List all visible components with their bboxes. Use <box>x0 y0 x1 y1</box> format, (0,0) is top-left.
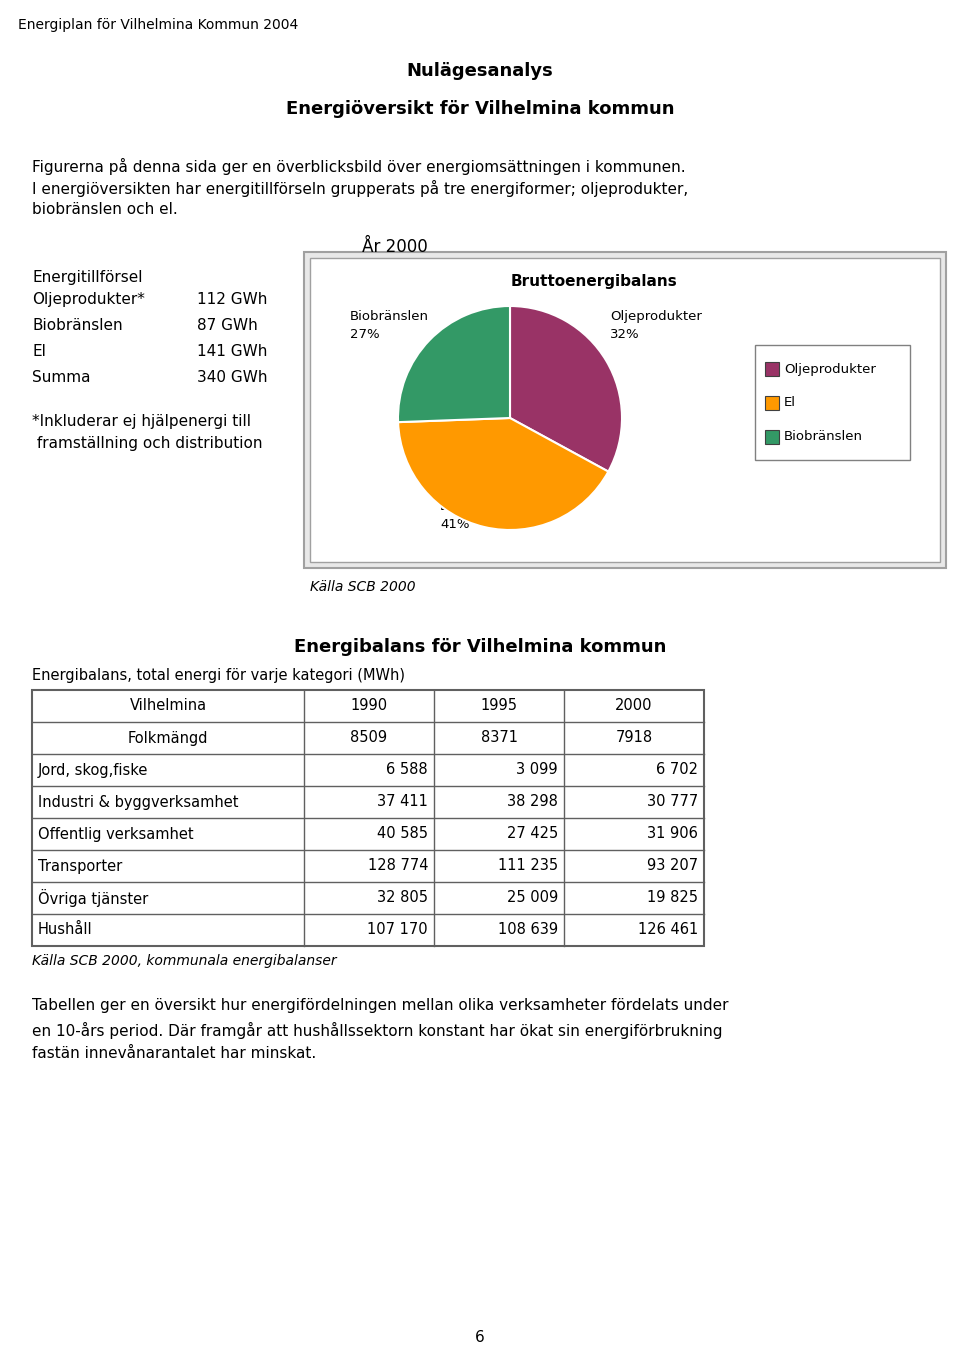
Text: Tabellen ger en översikt hur energifördelningen mellan olika verksamheter fördel: Tabellen ger en översikt hur energiförde… <box>32 998 729 1013</box>
Text: 141 GWh: 141 GWh <box>197 343 268 360</box>
Bar <box>755 345 910 460</box>
Text: 31 906: 31 906 <box>647 826 698 841</box>
Bar <box>32 690 704 946</box>
Text: 340 GWh: 340 GWh <box>197 370 268 385</box>
Text: Biobränslen: Biobränslen <box>784 430 863 443</box>
Text: 6: 6 <box>475 1330 485 1345</box>
Text: 27%: 27% <box>350 329 379 341</box>
Text: I energiöversikten har energitillförseln grupperats på tre energiformer; oljepro: I energiöversikten har energitillförseln… <box>32 180 688 197</box>
Text: Övriga tjänster: Övriga tjänster <box>38 890 148 907</box>
Text: 2000: 2000 <box>615 699 653 714</box>
Bar <box>765 362 779 376</box>
Text: 128 774: 128 774 <box>368 859 428 873</box>
Text: Industri & byggverksamhet: Industri & byggverksamhet <box>38 795 238 810</box>
Text: Jord, skog,fiske: Jord, skog,fiske <box>38 763 149 777</box>
Text: Energibalans för Vilhelmina kommun: Energibalans för Vilhelmina kommun <box>294 638 666 656</box>
Text: 126 461: 126 461 <box>637 922 698 937</box>
Text: 111 235: 111 235 <box>498 859 558 873</box>
Text: 1990: 1990 <box>350 699 388 714</box>
Text: År 2000: År 2000 <box>362 238 428 256</box>
Text: 108 639: 108 639 <box>498 922 558 937</box>
Text: 6 588: 6 588 <box>386 763 428 777</box>
Text: 8371: 8371 <box>481 730 517 745</box>
Text: El: El <box>32 343 46 360</box>
Text: Nulägesanalys: Nulägesanalys <box>407 62 553 80</box>
Text: 25 009: 25 009 <box>507 891 558 906</box>
Wedge shape <box>510 306 622 472</box>
Text: Vilhelmina: Vilhelmina <box>130 699 206 714</box>
Text: Transporter: Transporter <box>38 859 122 873</box>
Text: Energibalans, total energi för varje kategori (MWh): Energibalans, total energi för varje kat… <box>32 668 405 683</box>
Text: 40 585: 40 585 <box>377 826 428 841</box>
Text: en 10-års period. Där framgår att hushållssektorn konstant har ökat sin energifö: en 10-års period. Där framgår att hushål… <box>32 1022 723 1040</box>
Text: 8509: 8509 <box>350 730 388 745</box>
Bar <box>765 396 779 410</box>
Text: El: El <box>440 500 452 512</box>
Text: 112 GWh: 112 GWh <box>197 292 268 307</box>
Text: 32 805: 32 805 <box>377 891 428 906</box>
Text: 3 099: 3 099 <box>516 763 558 777</box>
Text: 37 411: 37 411 <box>377 795 428 810</box>
Text: Energiöversikt för Vilhelmina kommun: Energiöversikt för Vilhelmina kommun <box>286 100 674 118</box>
Wedge shape <box>398 306 510 422</box>
Text: Biobränslen: Biobränslen <box>350 310 429 323</box>
Text: 7918: 7918 <box>615 730 653 745</box>
Text: 41%: 41% <box>440 518 469 531</box>
Text: framställning och distribution: framställning och distribution <box>32 435 262 452</box>
Text: Energiplan för Vilhelmina Kommun 2004: Energiplan för Vilhelmina Kommun 2004 <box>18 18 299 32</box>
Wedge shape <box>398 418 609 530</box>
Text: Biobränslen: Biobränslen <box>32 318 123 333</box>
Text: Bruttoenergibalans: Bruttoenergibalans <box>510 274 677 289</box>
Text: 38 298: 38 298 <box>507 795 558 810</box>
Text: 93 207: 93 207 <box>647 859 698 873</box>
Text: Summa: Summa <box>32 370 90 385</box>
Bar <box>304 251 946 568</box>
Text: 30 777: 30 777 <box>647 795 698 810</box>
Text: Källa SCB 2000, kommunala energibalanser: Källa SCB 2000, kommunala energibalanser <box>32 955 337 968</box>
Text: Offentlig verksamhet: Offentlig verksamhet <box>38 826 194 841</box>
Text: 87 GWh: 87 GWh <box>197 318 257 333</box>
Text: Oljeprodukter: Oljeprodukter <box>784 362 876 376</box>
Bar <box>765 430 779 443</box>
Text: Källa SCB 2000: Källa SCB 2000 <box>310 580 416 594</box>
Text: El: El <box>784 396 796 410</box>
Text: Oljeprodukter*: Oljeprodukter* <box>32 292 145 307</box>
Text: Hushåll: Hushåll <box>38 922 92 937</box>
Text: fastän innevånarantalet har minskat.: fastän innevånarantalet har minskat. <box>32 1046 316 1061</box>
Text: *Inkluderar ej hjälpenergi till: *Inkluderar ej hjälpenergi till <box>32 414 251 429</box>
Text: 27 425: 27 425 <box>507 826 558 841</box>
Text: Folkmängd: Folkmängd <box>128 730 208 745</box>
Bar <box>310 258 940 562</box>
Text: Figurerna på denna sida ger en överblicksbild över energiomsättningen i kommunen: Figurerna på denna sida ger en överblick… <box>32 158 685 174</box>
Text: biobränslen och el.: biobränslen och el. <box>32 201 178 218</box>
Text: 107 170: 107 170 <box>368 922 428 937</box>
Text: Energitillförsel: Energitillförsel <box>32 270 142 285</box>
Text: 32%: 32% <box>610 329 639 341</box>
Text: 6 702: 6 702 <box>656 763 698 777</box>
Text: 1995: 1995 <box>481 699 517 714</box>
Text: Oljeprodukter: Oljeprodukter <box>610 310 702 323</box>
Text: 19 825: 19 825 <box>647 891 698 906</box>
